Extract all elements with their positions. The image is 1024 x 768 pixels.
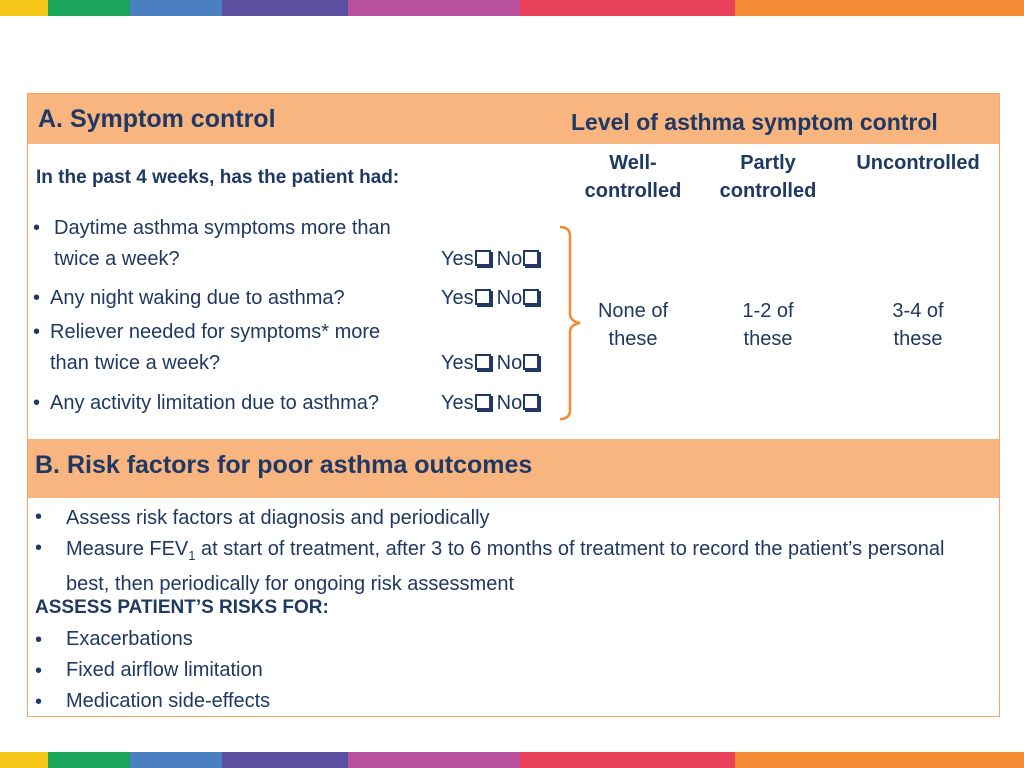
text: Measure FEV1 at start of treatment, afte… (66, 535, 991, 599)
level: 1-2 of these (742, 300, 794, 350)
text: Exacerbations (66, 628, 193, 650)
option-label: Yes (441, 287, 474, 309)
section-title: B. Risk factors for poor asthma outcomes (35, 451, 533, 479)
yes-no: Yes No (441, 348, 540, 378)
bracket (559, 225, 581, 421)
bullet: • (33, 321, 41, 343)
color-stripe (0, 752, 1024, 768)
option-label: No (496, 248, 523, 270)
item: Any night waking due to asthma? (50, 287, 345, 309)
bullet: • (35, 537, 43, 559)
yes-no: Yes No (441, 283, 540, 313)
yes-no: Yes No (441, 388, 540, 418)
checkbox[interactable] (474, 250, 491, 266)
checkbox[interactable] (474, 289, 491, 305)
option-label: Yes (441, 392, 474, 414)
color-stripe (0, 0, 1024, 16)
checkbox[interactable] (523, 289, 540, 305)
column-header: Uncontrolled (856, 152, 980, 174)
option-label: No (496, 352, 523, 374)
text: Medication side-effects (66, 690, 271, 712)
bullet: • (33, 392, 41, 414)
question: In the past 4 weeks, has the patient had… (36, 167, 400, 188)
bullet: • (35, 660, 43, 682)
item: Reliever needed for symptoms* more than … (50, 321, 381, 374)
level: None of these (597, 300, 669, 350)
text: Assess risk factors at diagnosis and per… (66, 507, 490, 529)
section-header: A. Symptom control Level of asthma sympt… (28, 94, 999, 144)
column-header: Partly controlled (719, 152, 817, 202)
text: Measure FEV (66, 538, 189, 560)
text: at start of treatment, after 3 to 6 mont… (66, 538, 945, 595)
checkbox[interactable] (474, 354, 491, 370)
option-label: Yes (441, 352, 474, 374)
item: Daytime asthma symptoms more than twice … (54, 217, 391, 270)
option-label: No (496, 287, 523, 309)
checkbox[interactable] (523, 250, 540, 266)
bullet: • (33, 287, 41, 309)
checkbox[interactable] (523, 354, 540, 370)
section-header: B. Risk factors for poor asthma outcomes (28, 439, 999, 498)
checkbox[interactable] (523, 394, 540, 410)
bullet: • (35, 691, 43, 713)
assessment-box: A. Symptom control Level of asthma sympt… (27, 93, 1000, 717)
option-label: No (496, 392, 523, 414)
text: Fixed airflow limitation (66, 659, 263, 681)
level-title: Level of asthma symptom control (571, 109, 938, 135)
bullet: • (35, 629, 43, 651)
level: 3-4 of these (892, 300, 944, 350)
column-header: Well-controlled (584, 152, 682, 202)
checkbox[interactable] (474, 394, 491, 410)
yes-no: Yes No (441, 244, 540, 274)
bullet: • (35, 506, 43, 528)
option-label: Yes (441, 248, 474, 270)
bullet: • (33, 217, 41, 239)
section-title: A. Symptom control (38, 105, 276, 133)
item: Any activity limitation due to asthma? (50, 392, 380, 414)
subheading: ASSESS PATIENT’S RISKS FOR: (35, 597, 329, 618)
subscript: 1 (188, 548, 196, 563)
